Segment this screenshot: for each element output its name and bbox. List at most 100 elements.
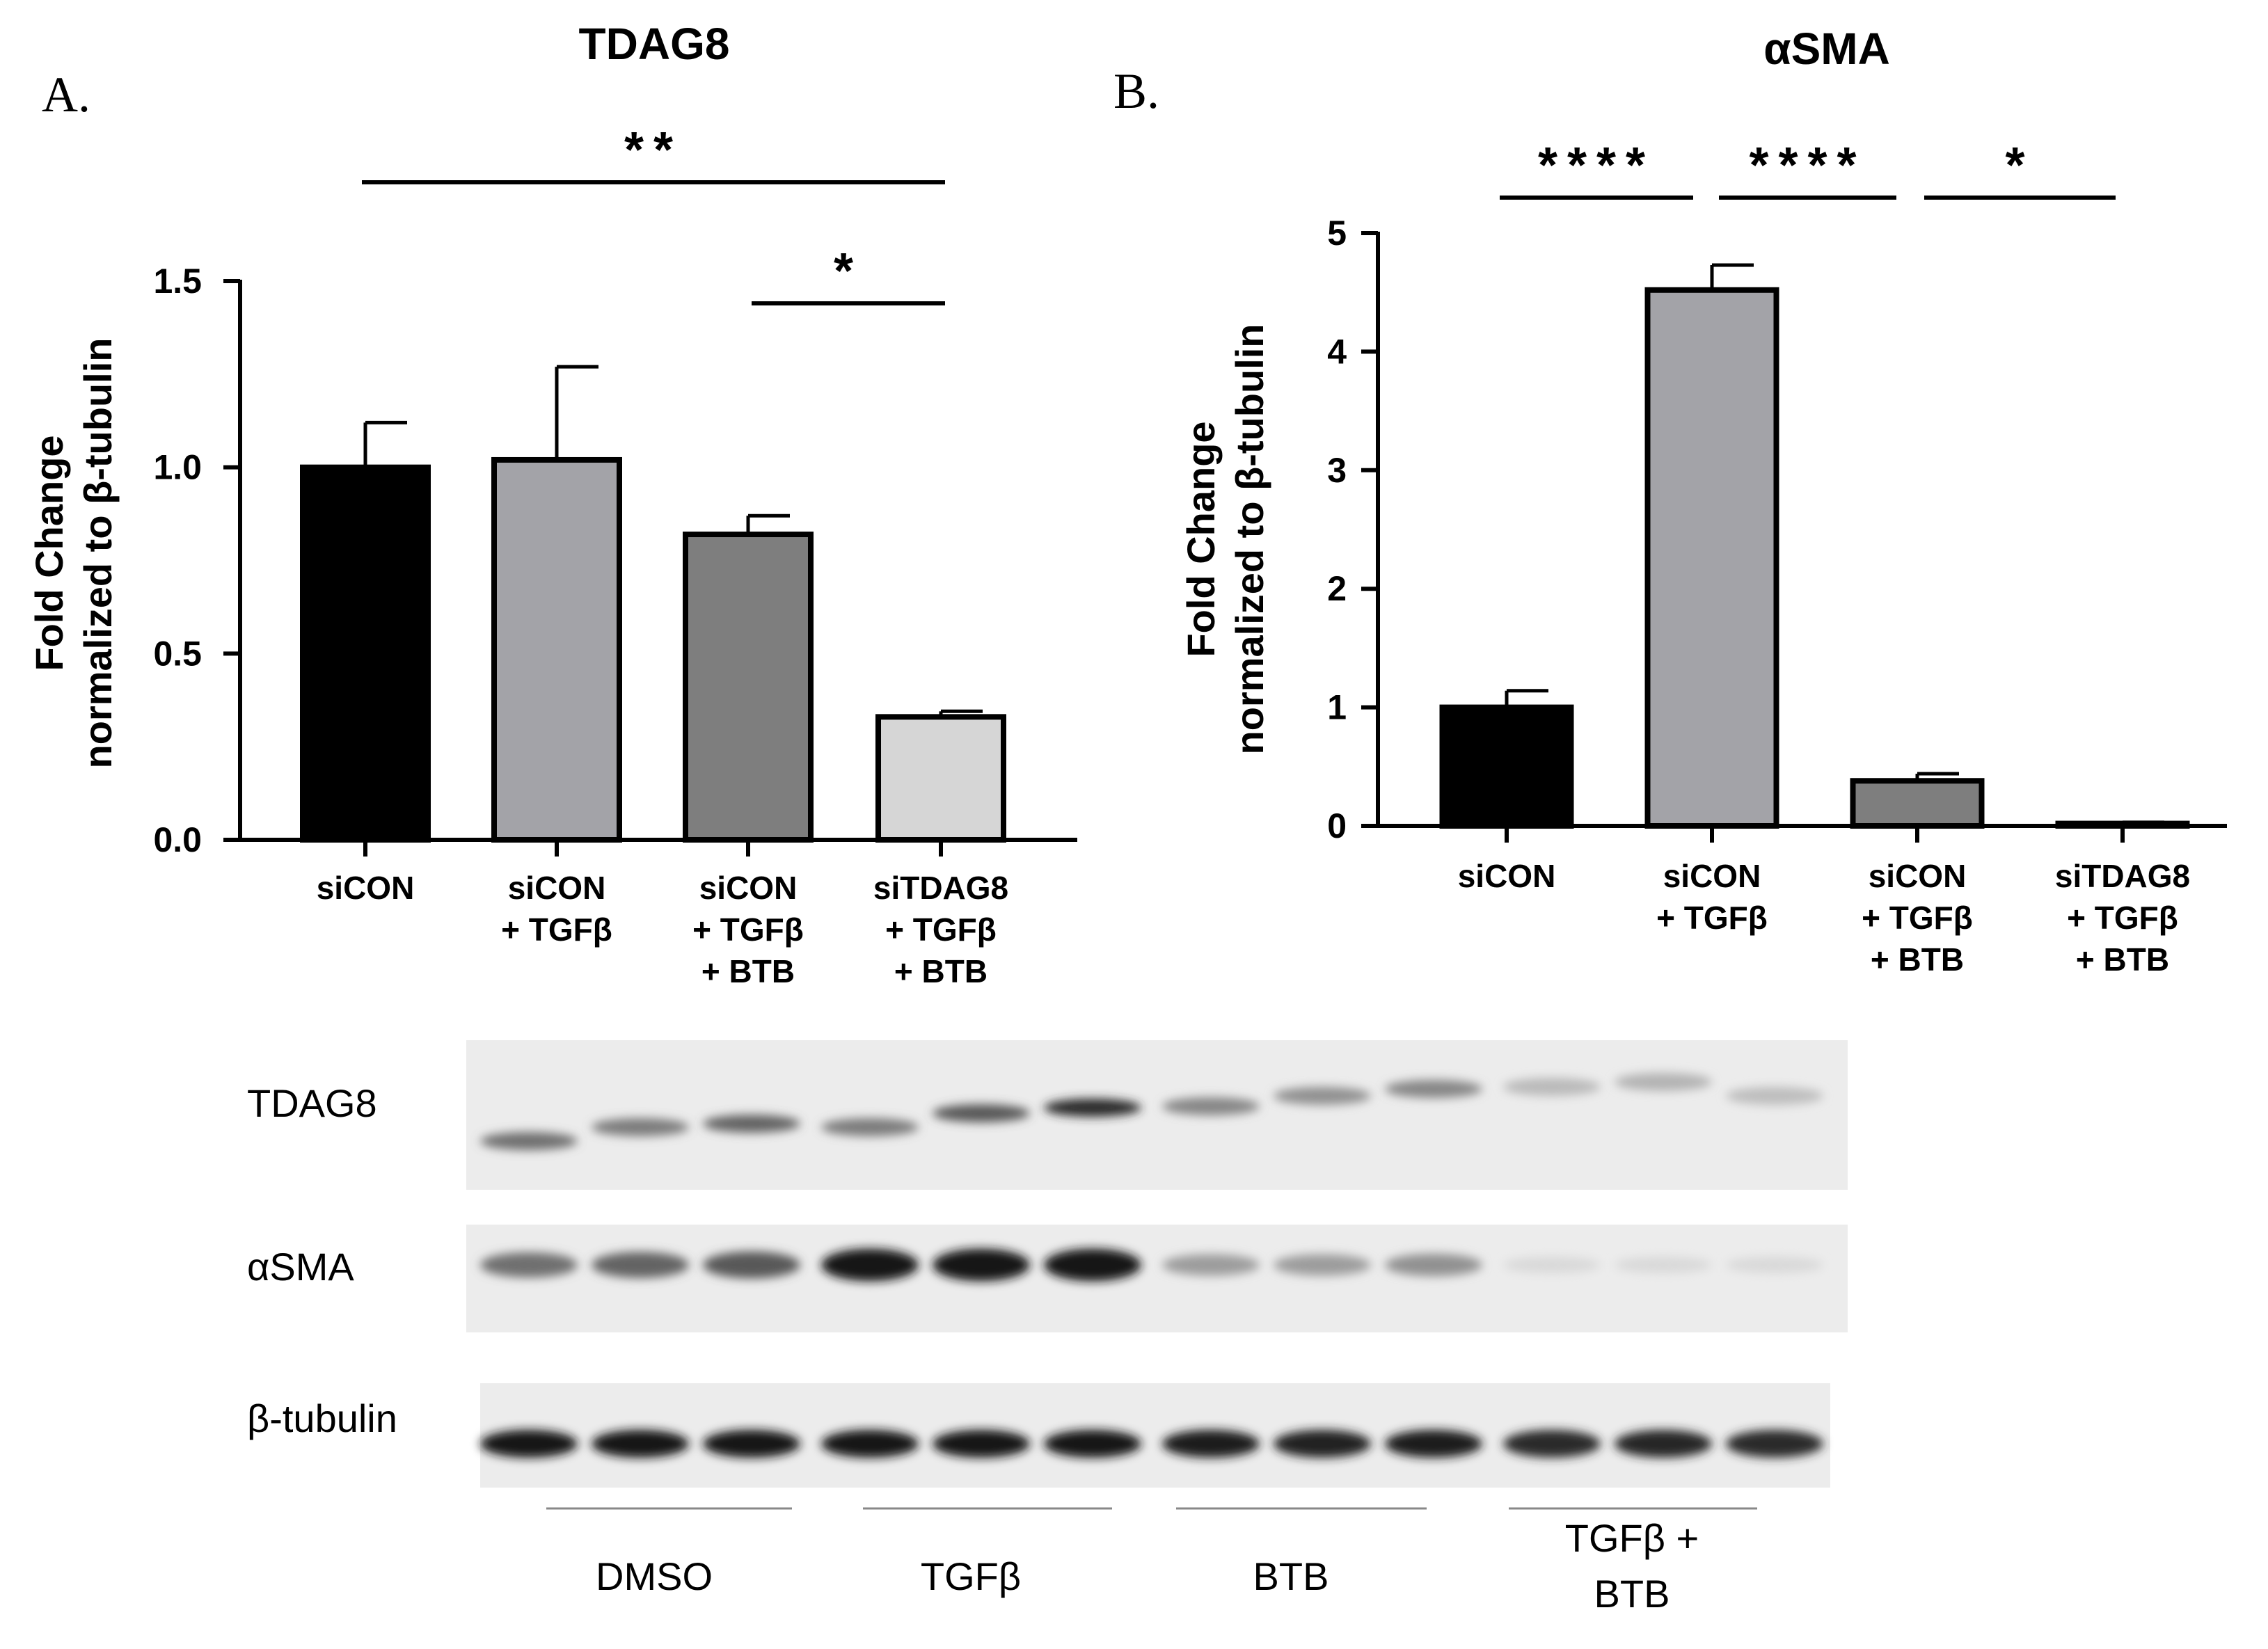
blot-group-label: TGFβ — [921, 1554, 1021, 1598]
blot-band — [1044, 1099, 1141, 1117]
x-category-label: + BTB — [1871, 941, 1964, 978]
blot-band — [480, 1132, 578, 1150]
y-tick-label: 0.0 — [153, 820, 202, 859]
significance-stars: * — [834, 244, 863, 299]
blot-band — [1503, 1430, 1601, 1458]
panel-b-ylabel-line1: Fold Change — [1179, 421, 1223, 657]
x-category-label: + TGFβ — [692, 911, 804, 948]
blot-band — [1162, 1254, 1260, 1276]
blot-band — [821, 1248, 919, 1282]
y-tick-label: 0 — [1327, 806, 1347, 845]
blot-band — [1503, 1256, 1601, 1274]
blot-group-label: TGFβ + — [1565, 1516, 1699, 1560]
blot-band — [1274, 1087, 1371, 1105]
panel-b-ylabel-line2: normalized to β-tubulin — [1228, 324, 1271, 754]
blot-row-label: αSMA — [247, 1245, 354, 1289]
panel-b-title: αSMA — [1763, 24, 1890, 74]
x-category-label: siCON — [1663, 858, 1761, 894]
x-category-label: siCON — [1458, 858, 1556, 894]
x-category-label: + TGFβ — [1656, 900, 1768, 936]
y-tick-label: 1.0 — [153, 448, 202, 487]
x-category-label: siCON — [317, 870, 415, 906]
bar — [2055, 820, 2190, 829]
blot-band — [821, 1430, 919, 1458]
blot-band — [1162, 1430, 1260, 1458]
blot-band — [1726, 1430, 1823, 1458]
significance-stars: **** — [1749, 138, 1866, 193]
panel-a-ylabel-line2: normalized to β-tubulin — [76, 337, 120, 768]
y-tick-label: 3 — [1327, 451, 1347, 490]
x-category-label: + TGFβ — [1862, 900, 1973, 936]
blot-band — [703, 1115, 800, 1133]
blot-band — [1162, 1097, 1260, 1115]
blot-band — [933, 1248, 1030, 1282]
y-tick-label: 5 — [1327, 214, 1347, 253]
bar — [875, 714, 1006, 843]
blot-band — [1274, 1254, 1371, 1276]
x-category-label: siCON — [508, 870, 606, 906]
panel-a-ylabel-line1: Fold Change — [27, 435, 71, 671]
blot-membrane — [480, 1383, 1830, 1488]
blot-band — [703, 1251, 800, 1279]
blot-band — [1615, 1073, 1712, 1091]
x-category-label: siCON — [699, 870, 798, 906]
blot-band — [821, 1118, 919, 1136]
blot-band — [703, 1430, 800, 1458]
x-category-label: siCON — [1869, 858, 1967, 894]
blot-band — [592, 1430, 689, 1458]
blot-band — [1503, 1078, 1601, 1096]
x-category-label: siTDAG8 — [2055, 858, 2190, 894]
x-category-label: + TGFβ — [501, 911, 612, 948]
blot-band — [1385, 1080, 1482, 1098]
panel-a-letter: A. — [42, 67, 90, 122]
bar — [1644, 287, 1779, 829]
panel-b-letter: B. — [1113, 63, 1159, 119]
blot-row-label: TDAG8 — [247, 1081, 377, 1125]
y-tick-label: 2 — [1327, 569, 1347, 608]
x-category-label: + BTB — [894, 953, 988, 989]
y-tick-label: 0.5 — [153, 634, 202, 673]
blot-band — [1274, 1430, 1371, 1458]
significance-stars: ** — [624, 122, 683, 178]
blot-band — [933, 1104, 1030, 1122]
blot-row-label: β-tubulin — [247, 1396, 397, 1440]
blot-band — [480, 1252, 578, 1278]
western-blot: TDAG8 αSMA β-tubulin DMSO TGFβ BTB TGFβ + BTB — [247, 1040, 1848, 1616]
x-category-label: + BTB — [2076, 941, 2169, 978]
bar — [491, 456, 622, 843]
bar — [1439, 704, 1574, 829]
y-tick-label: 1.5 — [153, 262, 202, 301]
blot-band — [592, 1118, 689, 1136]
bar — [300, 464, 431, 843]
blot-group-label: DMSO — [596, 1554, 713, 1598]
blot-band — [1726, 1087, 1823, 1105]
bar — [683, 532, 814, 843]
blot-band — [1044, 1430, 1141, 1458]
blot-band — [1615, 1430, 1712, 1458]
x-category-label: + BTB — [701, 953, 795, 989]
blot-group-label: BTB — [1594, 1572, 1670, 1616]
x-category-label: + TGFβ — [2067, 900, 2178, 936]
y-tick-label: 1 — [1327, 688, 1347, 727]
blot-band — [1726, 1256, 1823, 1274]
blot-band — [1385, 1253, 1482, 1277]
x-category-label: + TGFβ — [885, 911, 997, 948]
significance-stars: * — [2005, 138, 2034, 193]
blot-band — [1044, 1248, 1141, 1282]
y-tick-label: 4 — [1327, 332, 1347, 371]
blot-band — [1615, 1256, 1712, 1274]
bar — [1850, 778, 1985, 829]
blot-group-label: BTB — [1253, 1554, 1329, 1598]
blot-band — [933, 1430, 1030, 1458]
blot-band — [480, 1430, 578, 1458]
blot-membrane — [466, 1040, 1848, 1190]
blot-band — [1385, 1430, 1482, 1458]
panel-b-chart: B. αSMA Fold Change normalized to β-tubu… — [1113, 24, 2227, 978]
x-category-label: siTDAG8 — [873, 870, 1008, 906]
significance-stars: **** — [1538, 138, 1655, 193]
panel-a-title: TDAG8 — [579, 19, 730, 69]
panel-a-chart: A. TDAG8 Fold Change normalized to β-tub… — [27, 19, 1077, 989]
blot-membrane — [466, 1225, 1848, 1332]
blot-band — [592, 1252, 689, 1278]
